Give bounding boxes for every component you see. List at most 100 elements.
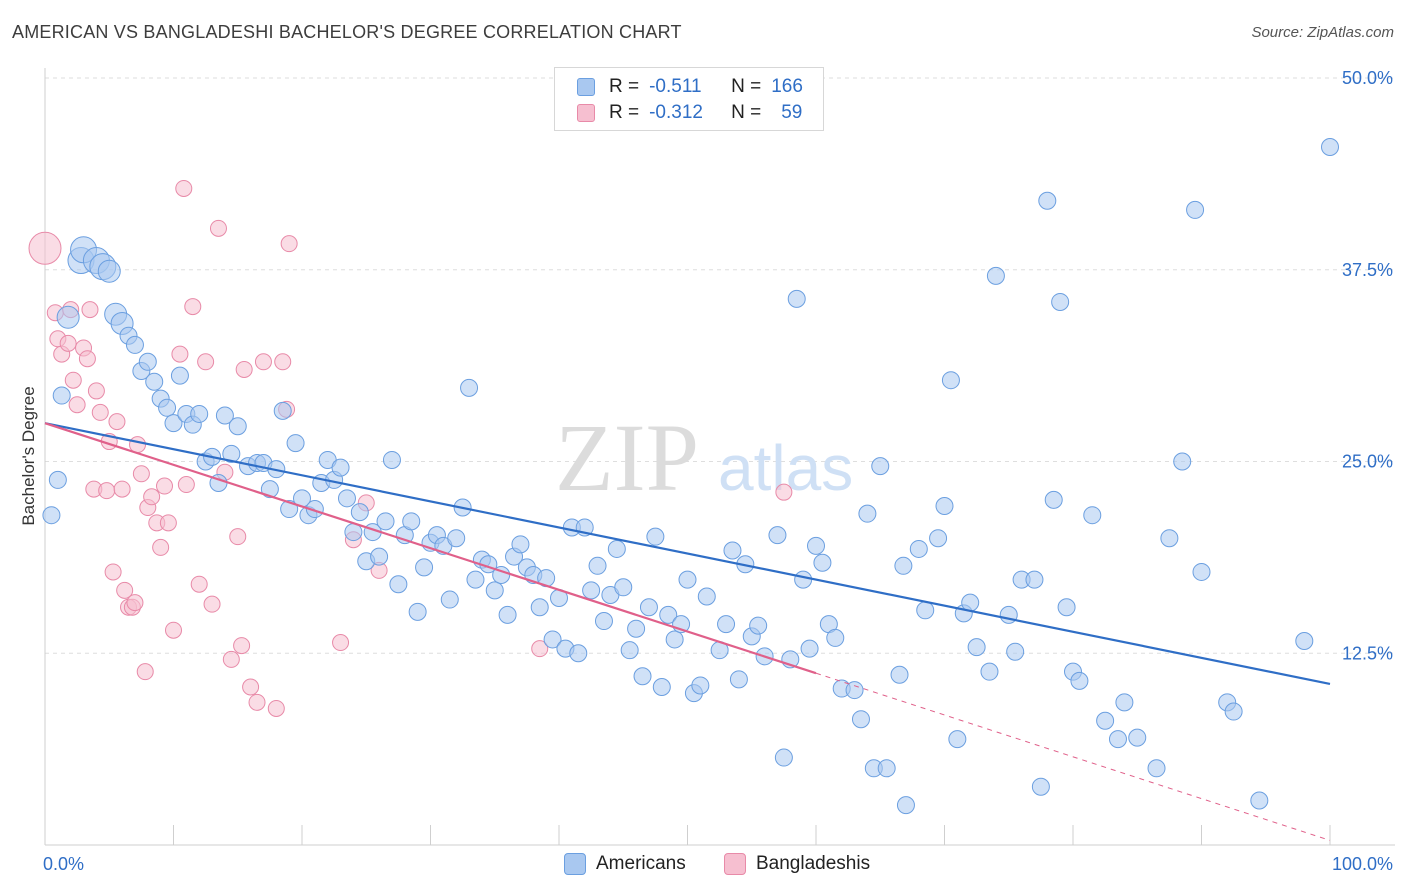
bangladeshis-point	[165, 621, 182, 639]
americans-point	[588, 556, 607, 575]
americans-point	[1006, 642, 1025, 661]
bangladeshis-point	[104, 563, 122, 581]
legend-r-label: R =	[609, 102, 640, 123]
americans-point	[1108, 730, 1127, 749]
americans-point	[158, 398, 177, 417]
bangladeshis-point	[254, 353, 272, 371]
americans-point	[543, 630, 562, 649]
americans-point	[896, 796, 915, 815]
americans-point	[530, 598, 549, 617]
americans-point	[569, 644, 588, 663]
americans-point	[678, 570, 697, 589]
americans-point	[164, 414, 183, 433]
americans-point	[1031, 777, 1050, 796]
bangladeshis-point	[235, 360, 253, 378]
americans-point	[665, 630, 684, 649]
bangladeshis-point	[197, 353, 215, 371]
americans-point	[331, 458, 350, 477]
bangladeshis-swatch	[577, 104, 595, 122]
bangladeshis-trend-extension	[815, 672, 1331, 841]
americans-point	[717, 615, 736, 634]
americans-point	[1295, 631, 1314, 650]
americans-point	[97, 259, 121, 283]
americans-point	[498, 605, 517, 624]
bangladeshis-point	[91, 403, 109, 421]
americans-swatch	[577, 78, 595, 96]
bangladeshis-point	[59, 334, 77, 352]
bangladeshis-point	[116, 581, 134, 599]
bangladeshis-point	[136, 663, 154, 681]
americans-point	[376, 512, 395, 531]
americans-point	[42, 506, 61, 525]
americans-point	[190, 404, 209, 423]
bangladeshis-point	[229, 528, 247, 546]
americans-point	[967, 638, 986, 657]
bangladeshis-point	[108, 413, 126, 431]
bangladeshis-point	[332, 634, 350, 652]
bangladeshis-point	[775, 483, 793, 501]
americans-point	[980, 662, 999, 681]
americans-legend-label: Americans	[596, 853, 686, 874]
americans-point	[986, 266, 1005, 285]
legend-row-americans: R = -0.511 N = 166	[577, 75, 803, 99]
americans-point	[697, 587, 716, 606]
x-tick-label: 0.0%	[43, 854, 84, 874]
y-tick-label: 50.0%	[1342, 68, 1393, 88]
bangladeshis-point	[126, 594, 144, 612]
americans-point	[228, 417, 247, 436]
bangladeshis-point	[222, 650, 240, 668]
legend-n-label: N =	[731, 76, 762, 97]
bangladeshis-point	[64, 371, 82, 389]
americans-point	[646, 527, 665, 546]
americans-point	[337, 489, 356, 508]
americans-point	[858, 504, 877, 523]
americans-point	[370, 547, 389, 566]
bangladeshis-legend-swatch	[724, 853, 746, 875]
americans-point	[1224, 702, 1243, 721]
americans-point	[415, 558, 434, 577]
americans-point	[813, 553, 832, 572]
americans-point	[729, 670, 748, 689]
bangladeshis-point	[81, 301, 99, 319]
bangladeshis-point	[267, 699, 285, 717]
americans-legend-swatch	[564, 853, 586, 875]
americans-point	[691, 676, 710, 695]
americans-point	[1083, 506, 1102, 525]
legend-r-value: -0.511	[649, 76, 702, 97]
legend-r-value: -0.312	[649, 102, 703, 123]
bangladeshis-point	[113, 480, 131, 498]
watermark: ZIP atlas	[555, 404, 853, 511]
axes	[44, 68, 1395, 846]
americans-point	[749, 616, 768, 635]
americans-point	[1115, 693, 1134, 712]
americans-point	[659, 605, 678, 624]
americans-point	[627, 619, 646, 638]
americans-point	[273, 401, 292, 420]
bangladeshis-trend-line	[44, 422, 817, 675]
watermark-zip: ZIP	[555, 404, 699, 511]
legend-n-value: 166	[771, 76, 803, 97]
americans-point	[222, 444, 241, 463]
bangladeshis-point	[28, 231, 62, 265]
legend-n-label: N =	[731, 102, 762, 123]
americans-point	[170, 366, 189, 385]
americans-point	[1051, 292, 1070, 311]
americans-point	[633, 667, 652, 686]
americans-point	[652, 677, 671, 696]
americans-point	[389, 575, 408, 594]
americans-point	[52, 386, 71, 405]
americans-point	[1186, 200, 1205, 219]
americans-point	[1160, 529, 1179, 548]
americans-point	[1057, 598, 1076, 617]
americans-point	[408, 602, 427, 621]
y-tick-label: 12.5%	[1342, 643, 1393, 663]
americans-point	[1173, 452, 1192, 471]
americans-point	[800, 639, 819, 658]
americans-point	[1192, 562, 1211, 581]
americans-point	[871, 457, 890, 476]
americans-point	[787, 289, 806, 308]
bangladeshis-point	[233, 637, 251, 655]
americans-point	[1321, 138, 1339, 157]
bangladeshis-point	[132, 465, 150, 483]
x-tick-label: 100.0%	[1332, 854, 1393, 874]
